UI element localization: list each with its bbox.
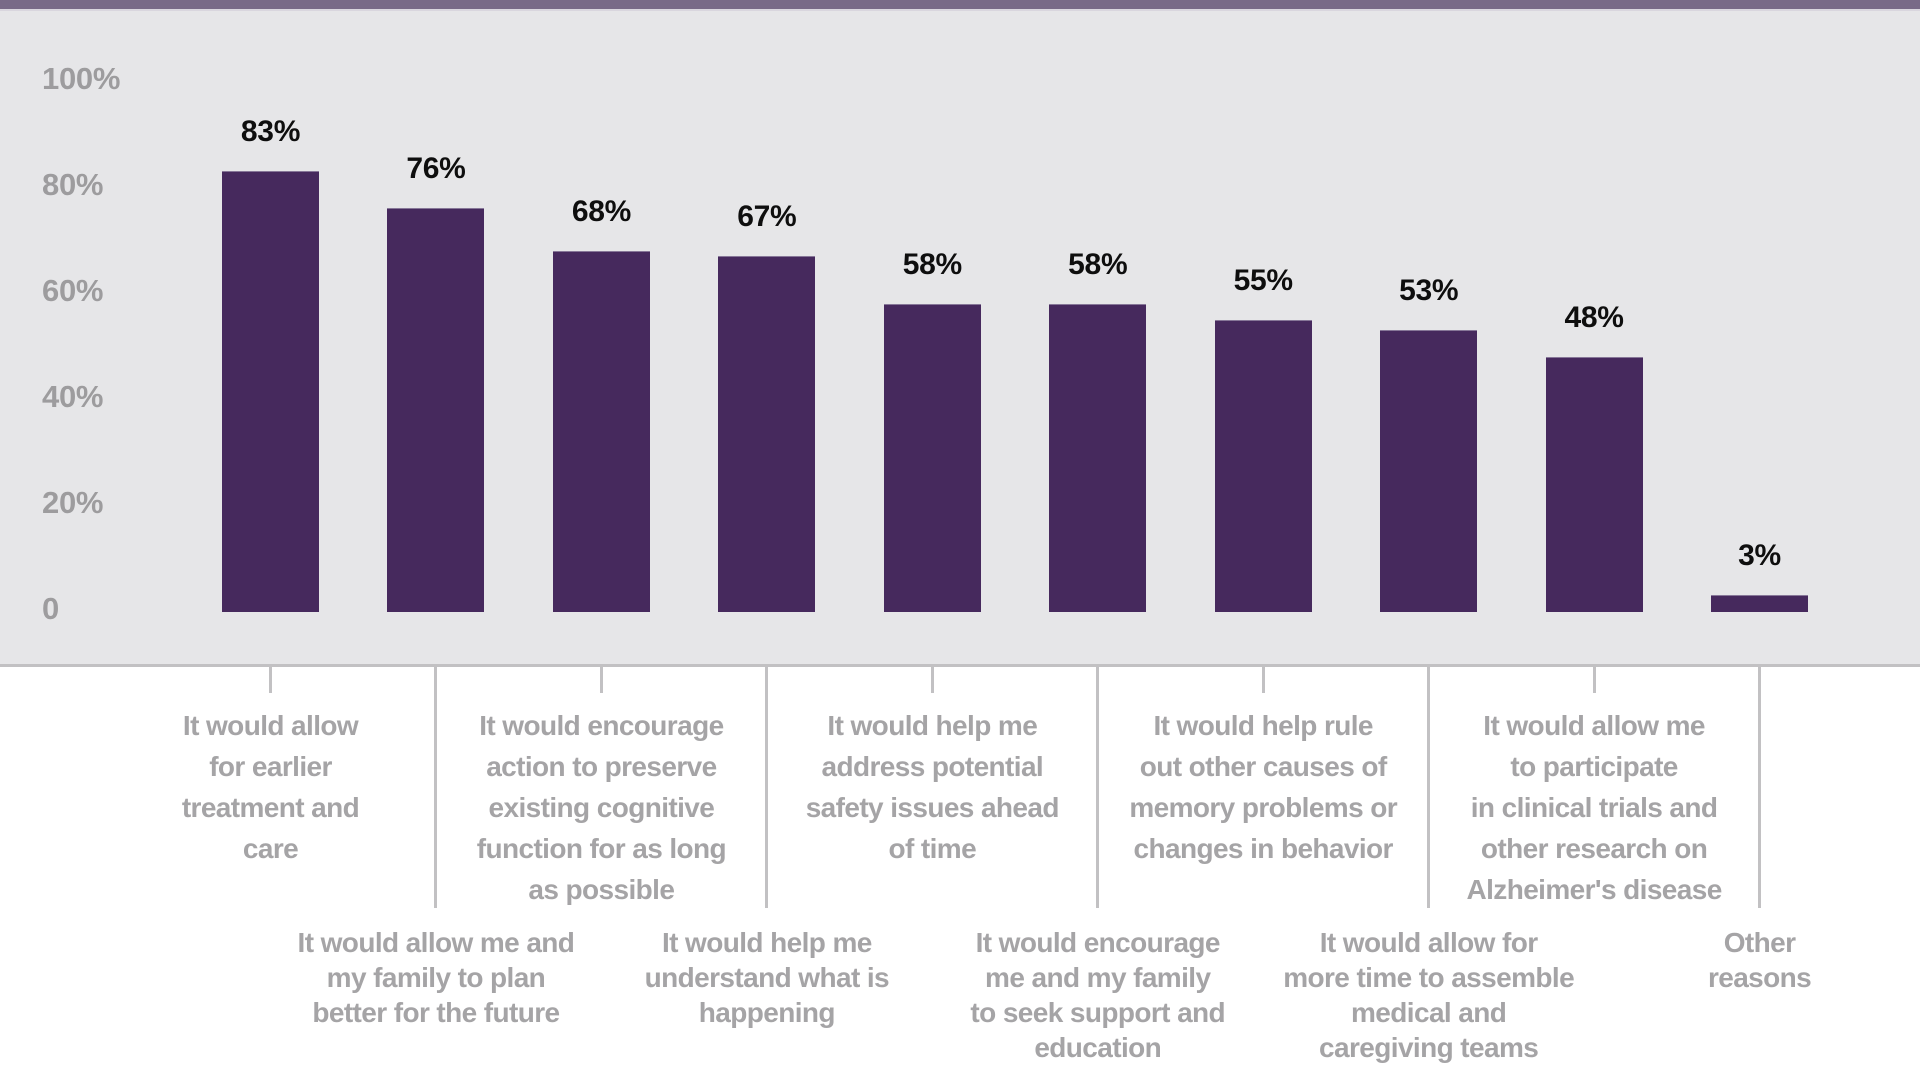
x-axis-category-label: It would help rule out other causes of m… xyxy=(1129,710,1398,864)
bar-value-label: 53% xyxy=(1399,274,1459,308)
x-axis-category-label: It would allow for more time to assemble… xyxy=(1283,927,1575,1063)
bar xyxy=(552,250,650,612)
bar-value-label: 55% xyxy=(1233,263,1293,297)
x-axis-category-label: It would allow me and my family to plan … xyxy=(297,927,575,1028)
bar xyxy=(718,255,816,612)
y-axis-tick-label: 0 xyxy=(42,591,59,626)
category-center-tick xyxy=(1592,667,1596,693)
bar xyxy=(1711,595,1809,612)
y-axis-tick-label: 80% xyxy=(42,167,104,202)
bar xyxy=(222,171,319,612)
bar-value-label: 58% xyxy=(902,247,962,281)
y-axis-tick-label: 40% xyxy=(42,379,104,414)
bar-value-label: 68% xyxy=(571,194,631,228)
x-axis-category-label: It would help me address potential safet… xyxy=(805,710,1060,864)
category-center-tick xyxy=(1261,667,1265,693)
y-axis-tick-label: 60% xyxy=(42,273,104,308)
bar-value-label: 3% xyxy=(1738,539,1781,573)
x-axis-category-label: It would encourage action to preserve ex… xyxy=(476,710,727,905)
x-axis-category-label: It would help me understand what is happ… xyxy=(644,927,890,1028)
category-center-tick xyxy=(269,667,272,693)
category-center-tick xyxy=(930,667,934,693)
x-axis-category-label: It would allow me to participate in clin… xyxy=(1466,710,1723,905)
category-divider-tick xyxy=(1096,667,1100,908)
bar-value-label: 58% xyxy=(1068,247,1128,281)
category-center-tick xyxy=(599,667,603,693)
top-border-strip xyxy=(0,0,1920,9)
y-axis-tick-label: 20% xyxy=(42,485,104,520)
category-divider-tick xyxy=(1427,667,1431,908)
bar-value-label: 48% xyxy=(1564,300,1624,334)
bar xyxy=(387,208,485,612)
bar xyxy=(1049,303,1147,612)
x-axis-category-label: It would encourage me and my family to s… xyxy=(970,927,1226,1063)
bar-value-label: 67% xyxy=(737,199,797,233)
bar-value-label: 76% xyxy=(406,152,466,186)
bar xyxy=(883,303,981,612)
category-divider-tick xyxy=(434,667,438,908)
x-axis-line xyxy=(0,664,1920,667)
top-border-underline xyxy=(0,9,1920,11)
bar xyxy=(1545,356,1643,612)
bar-value-label: 83% xyxy=(240,115,301,149)
category-divider-tick xyxy=(765,667,769,908)
y-axis-tick-label: 100% xyxy=(42,61,121,96)
bar xyxy=(1380,330,1478,612)
x-axis-category-label: Other reasons xyxy=(1707,927,1812,993)
category-divider-tick xyxy=(1758,667,1762,908)
bar xyxy=(1214,319,1312,612)
x-axis-category-label: It would allow for earlier treatment and… xyxy=(181,710,360,864)
